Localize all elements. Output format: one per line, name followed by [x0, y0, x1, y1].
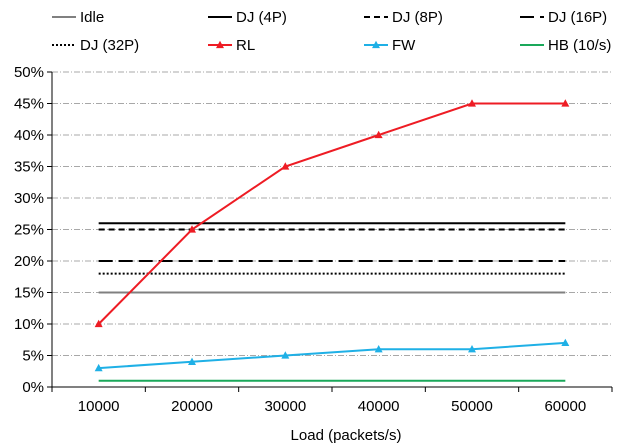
x-tick-label: 50000: [451, 398, 493, 415]
data-point-fw: [281, 351, 290, 359]
data-point-fw: [468, 345, 476, 353]
legend-marker: [372, 40, 380, 49]
data-point-rl: [374, 130, 383, 139]
data-point-rl: [281, 162, 290, 170]
y-tick-label: 50%: [14, 64, 44, 81]
y-tick-label: 30%: [14, 190, 44, 207]
series-line-rl: [97, 102, 566, 325]
data-point-rl: [468, 99, 476, 107]
y-tick-label: 15%: [14, 285, 44, 302]
x-tick-label: 30000: [264, 398, 306, 415]
y-tick-label: 0%: [22, 379, 44, 396]
legend-marker: [216, 40, 224, 49]
legend-label: DJ (8P): [392, 9, 443, 26]
y-tick-label: 35%: [14, 159, 44, 176]
data-point-fw: [188, 357, 196, 365]
y-tick-label: 25%: [14, 222, 44, 239]
legend-label: FW: [392, 37, 416, 54]
y-tick-label: 20%: [14, 253, 44, 270]
x-tick-label: 20000: [171, 398, 213, 415]
legend-item-hb-10-s: HB (10/s): [520, 37, 611, 54]
data-point-fw: [561, 338, 570, 347]
series-fw: [94, 338, 570, 372]
legend-item-dj-32p: DJ (32P): [52, 37, 139, 54]
axes: [47, 71, 613, 392]
legend-label: DJ (32P): [80, 37, 139, 54]
legend-item-idle: Idle: [52, 9, 104, 26]
y-tick-label: 5%: [22, 348, 44, 365]
series-line-fw: [98, 341, 566, 370]
tick-labels: 0% 5% 10% 15% 20% 25% 30% 35% 40% 45% 50% 10000 2000…: [14, 64, 586, 415]
gridlines: [52, 71, 612, 356]
legend-item-dj-4p: DJ (4P): [208, 9, 287, 26]
y-tick-label: 10%: [14, 316, 44, 333]
legend-label: DJ (4P): [236, 9, 287, 26]
y-tick-label: 40%: [14, 127, 44, 144]
legend-label: Idle: [80, 9, 104, 26]
legend-label: HB (10/s): [548, 37, 611, 54]
legend-item-dj-16p: DJ (16P): [520, 9, 607, 26]
legend-item-dj-8p: DJ (8P): [364, 9, 443, 26]
x-tick-label: 40000: [358, 398, 400, 415]
data-point-fw: [94, 363, 103, 372]
data-point-fw: [374, 345, 383, 353]
data-point-rl: [94, 319, 103, 328]
legend-item-rl: RL: [208, 37, 255, 54]
legend: Idle DJ (4P) DJ (8P) DJ (16P) DJ (32P) RL FW HB…: [52, 9, 611, 54]
series-rl: [94, 99, 570, 328]
data-point-rl: [188, 225, 196, 233]
legend-label: DJ (16P): [548, 9, 607, 26]
y-tick-label: 45%: [14, 96, 44, 113]
x-tick-label: 60000: [544, 398, 586, 415]
x-axis-title: Load (packets/s): [291, 427, 402, 444]
data-point-rl: [561, 99, 570, 107]
x-tick-label: 10000: [78, 398, 120, 415]
legend-item-fw: FW: [364, 37, 416, 54]
legend-label: RL: [236, 37, 255, 54]
series-layer: [94, 99, 570, 382]
